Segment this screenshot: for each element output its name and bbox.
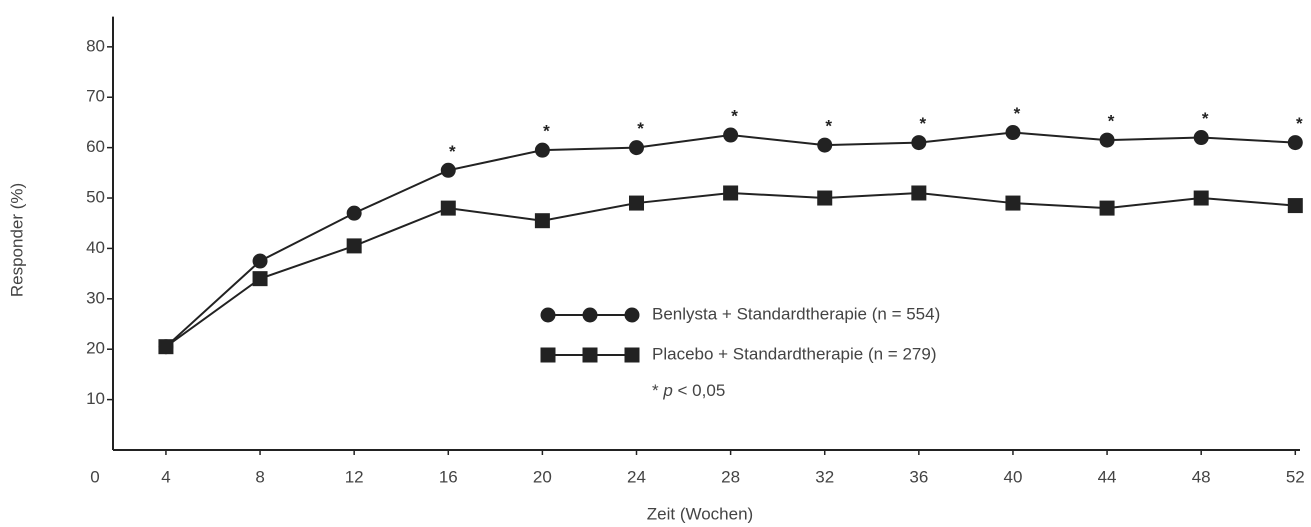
y-tick-label: 20 [86, 339, 105, 358]
x-tick-label: 48 [1192, 467, 1211, 486]
series-line [165, 191, 1296, 348]
note-rest: < 0,05 [673, 381, 725, 400]
x-tick-label: 12 [345, 467, 364, 486]
marker [1005, 125, 1021, 141]
marker [911, 135, 927, 151]
marker [534, 213, 550, 229]
x-tick-label: 20 [533, 467, 552, 486]
marker [440, 162, 456, 178]
marker [1193, 130, 1209, 146]
x-tick-label: 16 [439, 467, 458, 486]
marker [1099, 132, 1115, 148]
marker [440, 200, 456, 216]
x-tick-label: 32 [815, 467, 834, 486]
marker [1287, 198, 1303, 214]
y-tick-label: 50 [86, 188, 105, 207]
y-tick-label: 10 [86, 389, 105, 408]
marker [817, 137, 833, 153]
significance-mark: * [825, 117, 832, 136]
x-tick-label: 40 [1003, 467, 1022, 486]
significance-mark: * [637, 119, 644, 138]
significance-mark: * [731, 107, 738, 126]
x-tick-label: 8 [255, 467, 264, 486]
significance-mark: * [543, 122, 550, 141]
note-symbol: p [662, 381, 672, 400]
marker [817, 190, 833, 206]
marker [629, 140, 645, 156]
marker [911, 185, 927, 201]
corner-label: 0 [90, 467, 99, 486]
y-tick-label: 60 [86, 137, 105, 156]
marker [1099, 200, 1115, 216]
significance-mark: * [1014, 104, 1021, 123]
note-prefix: * [652, 381, 663, 400]
marker [723, 127, 739, 143]
y-tick-label: 40 [86, 238, 105, 257]
x-tick-label: 4 [161, 467, 170, 486]
marker [1193, 190, 1209, 206]
marker [346, 238, 362, 254]
legend-marker [540, 307, 556, 323]
significance-mark: * [920, 114, 927, 133]
x-tick-label: 52 [1286, 467, 1305, 486]
marker [629, 195, 645, 211]
x-tick-label: 44 [1098, 467, 1117, 486]
y-tick-label: 30 [86, 288, 105, 307]
marker [252, 253, 268, 269]
legend-marker [540, 347, 556, 363]
marker [346, 205, 362, 221]
y-axis-label: Responder (%) [7, 183, 26, 297]
marker [1287, 135, 1303, 151]
significance-mark: * [449, 142, 456, 161]
x-tick-label: 28 [721, 467, 740, 486]
marker [252, 271, 268, 287]
marker [1005, 195, 1021, 211]
significance-mark: * [1202, 109, 1209, 128]
legend-label: Placebo + Standardtherapie (n = 279) [652, 344, 936, 363]
x-tick-label: 24 [627, 467, 646, 486]
y-tick-label: 80 [86, 36, 105, 55]
y-tick-label: 70 [86, 87, 105, 106]
legend-marker [624, 347, 640, 363]
marker [158, 339, 174, 355]
marker [723, 185, 739, 201]
x-tick-label: 36 [909, 467, 928, 486]
legend-marker [582, 307, 598, 323]
legend-marker [582, 347, 598, 363]
significance-mark: * [1108, 112, 1115, 131]
note: * p < 0,05 [652, 381, 725, 400]
legend-label: Benlysta + Standardtherapie (n = 554) [652, 304, 940, 323]
legend-marker [624, 307, 640, 323]
marker [534, 142, 550, 158]
significance-mark: * [1296, 114, 1303, 133]
x-axis-label: Zeit (Wochen) [647, 504, 753, 523]
